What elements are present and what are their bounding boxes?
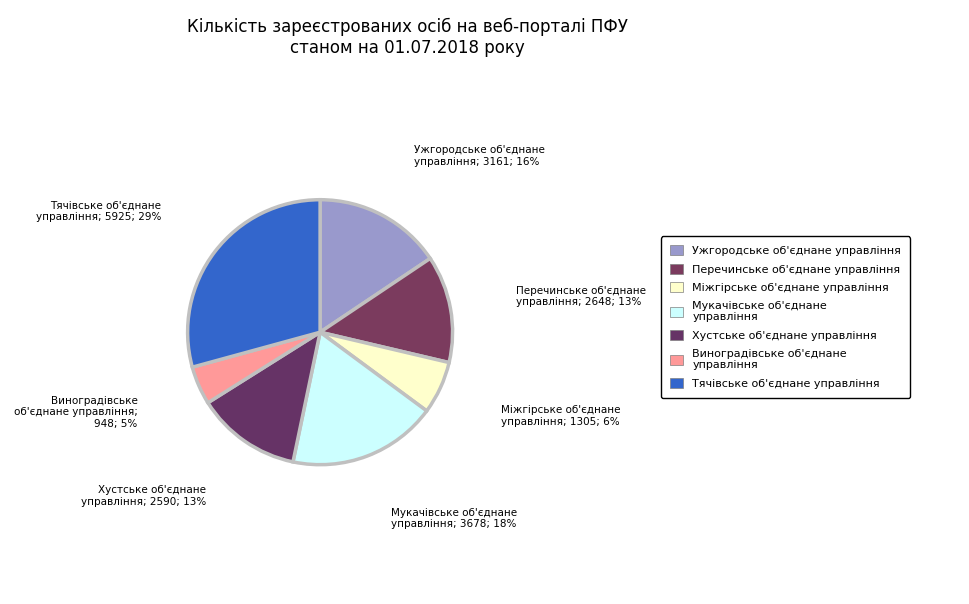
Text: Тячівське об'єднане
управління; 5925; 29%: Тячівське об'єднане управління; 5925; 29… [36, 201, 161, 222]
Wedge shape [187, 200, 320, 367]
Text: Ужгородське об'єднане
управління; 3161; 16%: Ужгородське об'єднане управління; 3161; … [414, 146, 545, 167]
Wedge shape [320, 200, 429, 332]
Text: Мукачівське об'єднане
управління; 3678; 18%: Мукачівське об'єднане управління; 3678; … [391, 508, 516, 530]
Wedge shape [320, 259, 453, 362]
Text: Хустське об'єднане
управління; 2590; 13%: Хустське об'єднане управління; 2590; 13% [80, 485, 206, 507]
Legend: Ужгородське об'єднане управління, Перечинське об'єднане управління, Міжгірське о: Ужгородське об'єднане управління, Перечи… [661, 236, 909, 398]
Wedge shape [320, 332, 449, 411]
Wedge shape [207, 332, 320, 462]
Wedge shape [192, 332, 320, 403]
Text: Міжгірське об'єднане
управління; 1305; 6%: Міжгірське об'єднане управління; 1305; 6… [501, 405, 620, 427]
Text: Виноградівське
об'єднане управління;
948; 5%: Виноградівське об'єднане управління; 948… [14, 396, 138, 429]
Wedge shape [293, 332, 426, 464]
Text: Кількість зареєстрованих осіб на веб-порталі ПФУ
станом на 01.07.2018 року: Кількість зареєстрованих осіб на веб-пор… [187, 18, 627, 57]
Text: Перечинське об'єднане
управління; 2648; 13%: Перечинське об'єднане управління; 2648; … [516, 286, 645, 307]
